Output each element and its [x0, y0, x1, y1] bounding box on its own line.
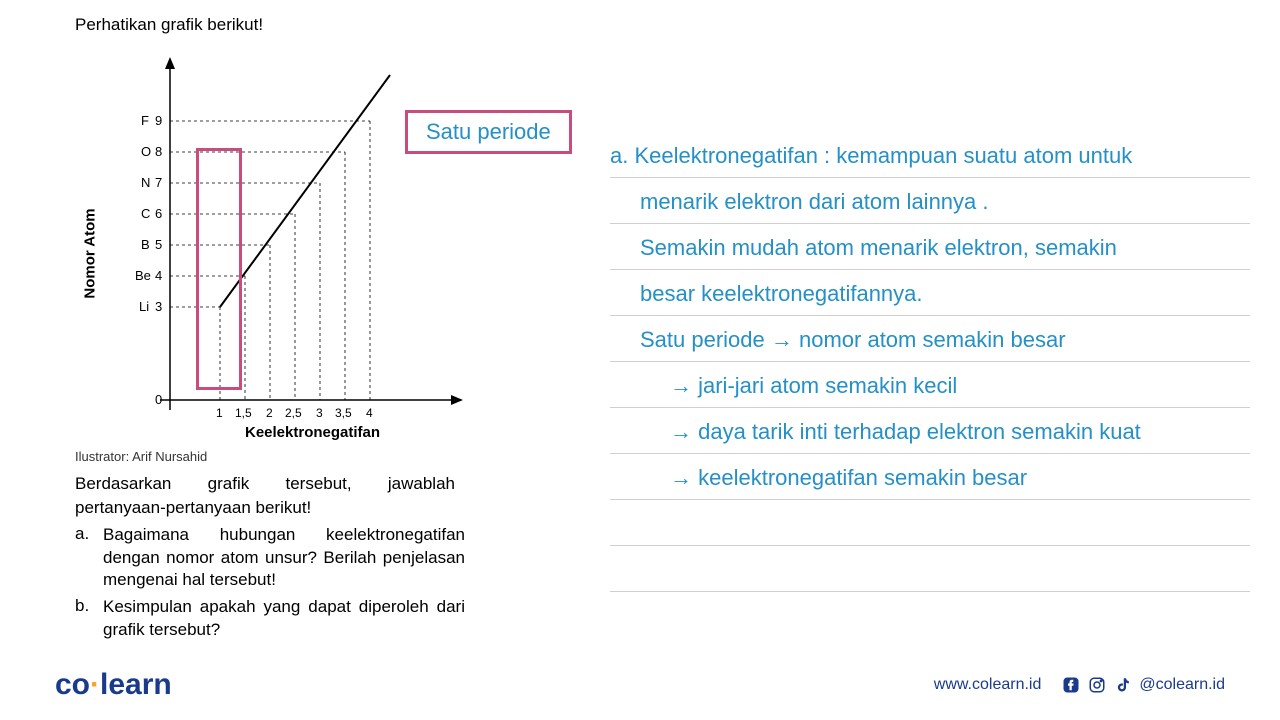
ytick-o-label: O [141, 144, 151, 159]
facebook-icon [1061, 675, 1081, 695]
logo-co: co [55, 668, 90, 701]
footer: co·learn www.colearn.id @colearn.id [0, 668, 1280, 702]
social-icons: @colearn.id [1061, 675, 1225, 695]
footer-right: www.colearn.id @colearn.id [934, 675, 1225, 695]
y-axis-label: Nomor Atom [82, 208, 99, 298]
question-a: a. Bagaimana hubungan keelektronegatifan… [75, 524, 465, 593]
answer-line-3: Semakin mudah atom menarik elektron, sem… [610, 232, 1250, 270]
ytick-li-label: Li [139, 299, 149, 314]
answer-text-6: → jari-jari atom semakin kecil [610, 372, 957, 401]
ytick-f-value: 9 [155, 113, 162, 128]
question-a-text: Bagaimana hubungan keelektronegatifan de… [103, 524, 465, 593]
ytick-0: 0 [155, 392, 162, 407]
answer-text-4: besar keelektronegatifannya. [610, 280, 923, 309]
illustrator-name: Arif Nursahid [132, 449, 207, 464]
answer-line-2: menarik elektron dari atom lainnya . [610, 186, 1250, 224]
question-b-letter: b. [75, 596, 103, 642]
xtick-3: 3 [316, 406, 323, 420]
xtick-2-5: 2,5 [285, 406, 302, 420]
answer-line-6: → jari-jari atom semakin kecil [610, 370, 1250, 408]
answer-line-4: besar keelektronegatifannya. [610, 278, 1250, 316]
answer-text-3: Semakin mudah atom menarik elektron, sem… [610, 234, 1117, 263]
question-b: b. Kesimpulan apakah yang dapat diperole… [75, 596, 465, 642]
illustrator-credit: Ilustrator: Arif Nursahid [75, 449, 585, 464]
ytick-be-value: 4 [155, 268, 162, 283]
ytick-n-value: 7 [155, 175, 162, 190]
xtick-4: 4 [366, 406, 373, 420]
y-tick-highlight-box [196, 148, 242, 390]
xtick-1-5: 1,5 [235, 406, 252, 420]
answer-text-1: a. Keelektronegatifan : kemampuan suatu … [610, 142, 1132, 171]
electronegativity-chart: F 9 O 8 N 7 C 6 B 5 Be 4 Li 3 0 [85, 45, 505, 445]
illustrator-label: Ilustrator: [75, 449, 129, 464]
question-intro: Berdasarkan grafik tersebut, jawablah pe… [75, 472, 455, 520]
ytick-n-label: N [141, 175, 150, 190]
answer-text-5: Satu periode → nomor atom semakin besar [610, 326, 1066, 355]
intro-text: Perhatikan grafik berikut! [75, 15, 585, 35]
tiktok-icon [1113, 675, 1133, 695]
instagram-icon [1087, 675, 1107, 695]
ytick-c-label: C [141, 206, 150, 221]
xtick-2: 2 [266, 406, 273, 420]
ytick-b-label: B [141, 237, 150, 252]
question-a-letter: a. [75, 524, 103, 593]
answer-text-8: → keelektronegatifan semakin besar [610, 464, 1027, 493]
answer-text-7: → daya tarik inti terhadap elektron sema… [610, 418, 1141, 447]
brand-logo: co·learn [55, 668, 172, 702]
answer-line-8: → keelektronegatifan semakin besar [610, 462, 1250, 500]
answer-line-7: → daya tarik inti terhadap elektron sema… [610, 416, 1250, 454]
ytick-o-value: 8 [155, 144, 162, 159]
logo-learn: learn [100, 668, 172, 701]
x-axis-label: Keelektronegatifan [245, 424, 380, 441]
ytick-f-label: F [141, 113, 149, 128]
ytick-be-label: Be [135, 268, 151, 283]
ytick-li-value: 3 [155, 299, 162, 314]
answer-text-2: menarik elektron dari atom lainnya . [610, 188, 989, 217]
callout-satu-periode: Satu periode [405, 110, 572, 154]
question-b-text: Kesimpulan apakah yang dapat diperoleh d… [103, 596, 465, 642]
logo-dot-icon: · [90, 668, 100, 701]
ytick-c-value: 6 [155, 206, 162, 221]
left-panel: Perhatikan grafik berikut! F 9 O 8 N 7 C… [75, 15, 585, 642]
footer-handle: @colearn.id [1139, 676, 1225, 694]
answer-line-empty-1 [610, 508, 1250, 546]
answer-panel: a. Keelektronegatifan : kemampuan suatu … [610, 140, 1250, 600]
footer-url: www.colearn.id [934, 676, 1042, 694]
ytick-b-value: 5 [155, 237, 162, 252]
answer-line-empty-2 [610, 554, 1250, 592]
chart-svg: F 9 O 8 N 7 C 6 B 5 Be 4 Li 3 0 [85, 45, 505, 445]
answer-line-5: Satu periode → nomor atom semakin besar [610, 324, 1250, 362]
answer-line-1: a. Keelektronegatifan : kemampuan suatu … [610, 140, 1250, 178]
xtick-3-5: 3,5 [335, 406, 352, 420]
xtick-1: 1 [216, 406, 223, 420]
